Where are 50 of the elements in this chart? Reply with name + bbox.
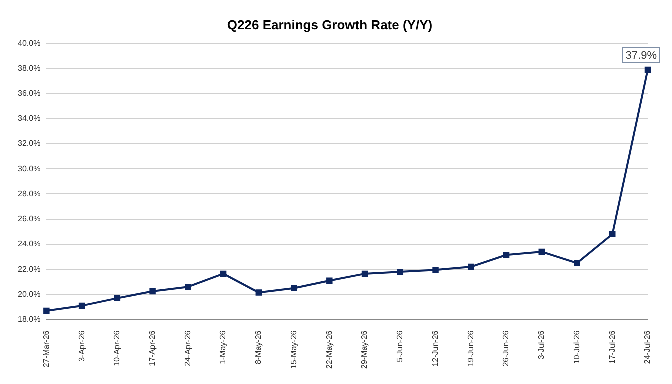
point xyxy=(574,260,580,266)
y-tick-label: 22.0% xyxy=(18,264,41,274)
x-tick-label: 29-May-26 xyxy=(360,330,370,370)
y-tick-label: 38.0% xyxy=(18,64,41,73)
point xyxy=(468,264,474,270)
x-tick-label: 24-Apr-26 xyxy=(183,330,192,366)
x-tick-label: 3-Apr-26 xyxy=(77,330,86,362)
point xyxy=(185,284,192,290)
x-tick-label: 10-Apr-26 xyxy=(112,330,122,366)
y-tick-label: 18.0% xyxy=(18,314,41,324)
point xyxy=(538,248,546,256)
point xyxy=(220,270,227,278)
x-tick-label: 24-Jul-26 xyxy=(643,330,652,364)
point xyxy=(150,288,156,295)
annotation: 37.9% xyxy=(626,50,658,62)
point xyxy=(362,270,368,278)
y-tick-label: 40.0% xyxy=(18,38,41,48)
x-tick-label: 5-Jun-26 xyxy=(396,330,405,362)
x-tick-label: 27-Mar-26 xyxy=(42,330,51,368)
x-tick-label: 10-Jul-26 xyxy=(572,330,582,364)
y-tick-label: 36.0% xyxy=(18,89,41,98)
x-tick-label: 17-Jul-26 xyxy=(608,330,617,364)
y-tick-label: 20.0% xyxy=(18,290,41,299)
point xyxy=(78,302,86,310)
y-tick-label: 26.0% xyxy=(18,214,41,224)
y-tick-label: 32.0% xyxy=(18,139,41,148)
y-tick-label: 30.0% xyxy=(18,164,41,174)
y-tick-label: 34.0% xyxy=(18,114,41,124)
x-tick-label: 22-May-26 xyxy=(324,330,334,370)
point xyxy=(610,231,616,238)
point xyxy=(432,267,439,274)
y-tick-label: 28.0% xyxy=(18,189,41,198)
point xyxy=(114,295,121,302)
x-tick-label: 26-Jun-26 xyxy=(502,330,511,367)
x-tick-label: 12-Jun-26 xyxy=(430,330,440,367)
y-tick-label: 24.0% xyxy=(18,240,41,249)
point xyxy=(291,285,298,292)
point xyxy=(44,308,50,314)
point xyxy=(644,66,652,74)
point xyxy=(503,252,510,258)
point xyxy=(397,268,404,276)
x-tick-label: 15-May-26 xyxy=(289,330,298,370)
x-tick-label: 19-Jun-26 xyxy=(466,330,476,367)
point xyxy=(256,290,262,296)
x-tick-label: 1-May-26 xyxy=(218,330,228,365)
x-tick-label: 3-Jul-26 xyxy=(537,330,546,360)
x-tick-label: 8-May-26 xyxy=(254,330,264,365)
x-tick-label: 17-Apr-26 xyxy=(148,330,157,366)
chart-title: Q226 Earnings Growth Rate (Y/Y) xyxy=(227,17,433,32)
point xyxy=(326,278,333,284)
